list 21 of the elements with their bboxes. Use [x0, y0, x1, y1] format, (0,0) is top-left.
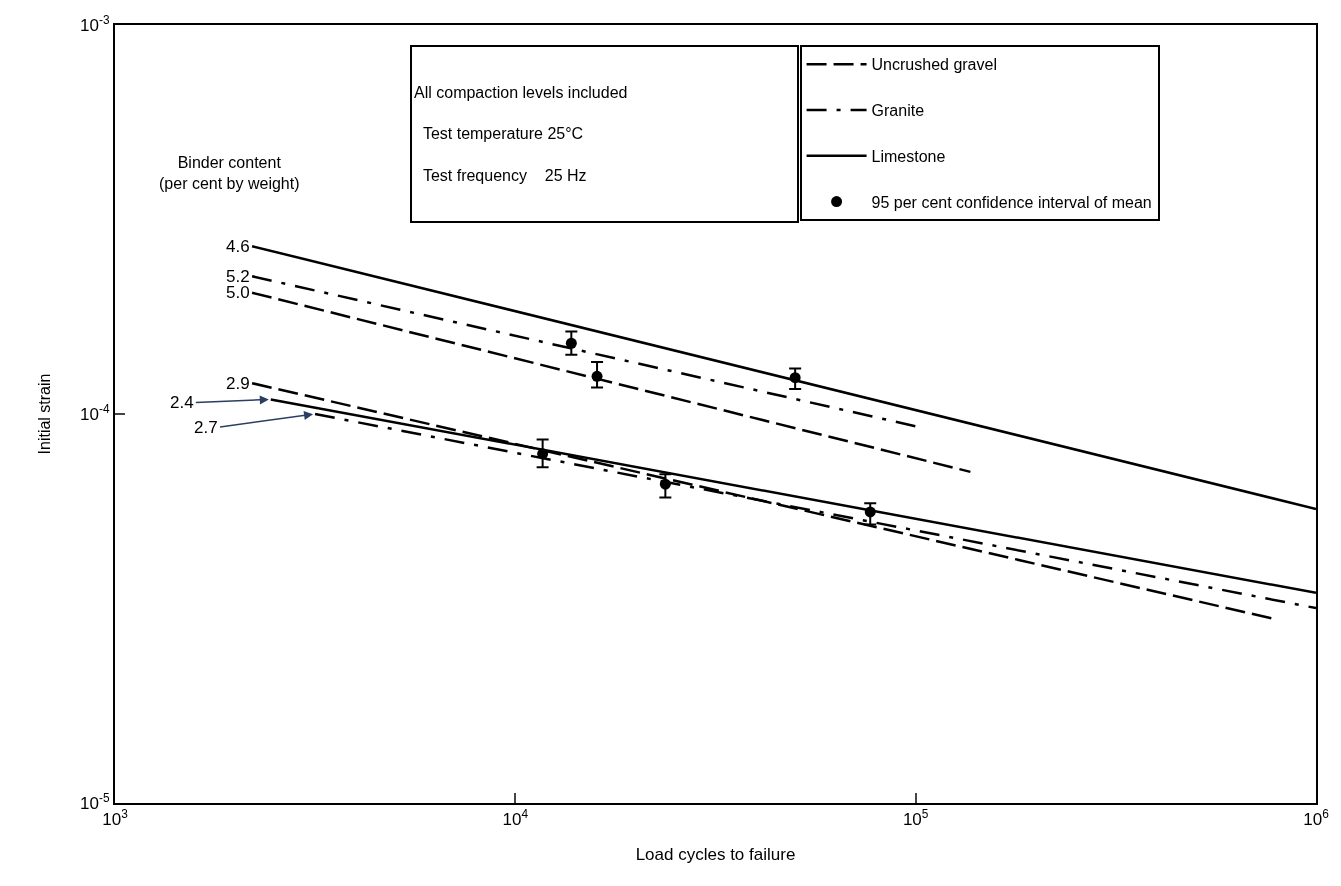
x-tick-label: 10$^{5}$ — [902, 807, 929, 830]
x-tick-label: 10$^{4}$ — [502, 807, 529, 830]
annotation: 5.2 — [226, 267, 250, 286]
annotation: Binder content (per cent by weight) — [159, 154, 300, 192]
legend-label: Limestone — [871, 147, 946, 165]
y-tick-label: 10$^{-4}$ — [80, 401, 110, 424]
annotation: Test temperature 25°C — [414, 125, 584, 143]
annotation: Test frequency 25 Hz — [414, 167, 587, 185]
y-axis-title: Initial strain — [36, 373, 54, 455]
annotation: 4.6 — [226, 237, 250, 256]
annotation: 2.9 — [226, 374, 250, 393]
legend-label: Uncrushed gravel — [871, 56, 997, 74]
annotation: 2.4 — [170, 393, 194, 412]
x-tick-label: 10$^{6}$ — [1303, 807, 1330, 830]
annotation: 2.7 — [194, 418, 218, 437]
y-tick-label: 10$^{-3}$ — [80, 12, 110, 35]
x-axis-title: Load cycles to failure — [635, 845, 796, 865]
annotation: All compaction levels included — [414, 83, 628, 101]
legend-label: Granite — [871, 102, 925, 120]
annotation: 5.0 — [226, 283, 250, 302]
legend-label: 95 per cent confidence interval of mean — [871, 193, 1152, 211]
